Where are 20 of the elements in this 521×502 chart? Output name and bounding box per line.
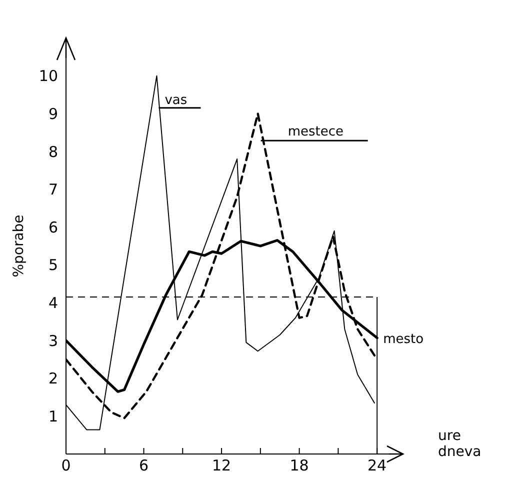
- x-tick-label: 24: [368, 456, 387, 475]
- y-tick-label: 6: [48, 218, 58, 236]
- x-axis-title: ure dneva: [438, 428, 482, 460]
- x-tick-label: 12: [212, 456, 232, 475]
- y-tick-label: 7: [48, 180, 58, 199]
- series-label: mestece: [288, 124, 344, 140]
- y-tick-label: 3: [48, 332, 58, 350]
- series-label: vas: [164, 92, 188, 108]
- y-tick-label: 8: [48, 142, 58, 161]
- y-tick-label: 5: [48, 256, 58, 274]
- x-tick-label: 0: [61, 456, 71, 475]
- y-tick-label: 4: [48, 294, 58, 312]
- series-label: mesto: [383, 332, 424, 347]
- y-tick-label: 9: [48, 104, 58, 123]
- y-tick-label: 2: [48, 370, 58, 388]
- y-axis-title: %porabe: [10, 214, 27, 278]
- y-tick-label: 1: [48, 408, 58, 426]
- x-tick-label: 6: [138, 456, 149, 475]
- y-tick-label: 10: [38, 67, 58, 86]
- x-tick-label: 18: [290, 456, 309, 475]
